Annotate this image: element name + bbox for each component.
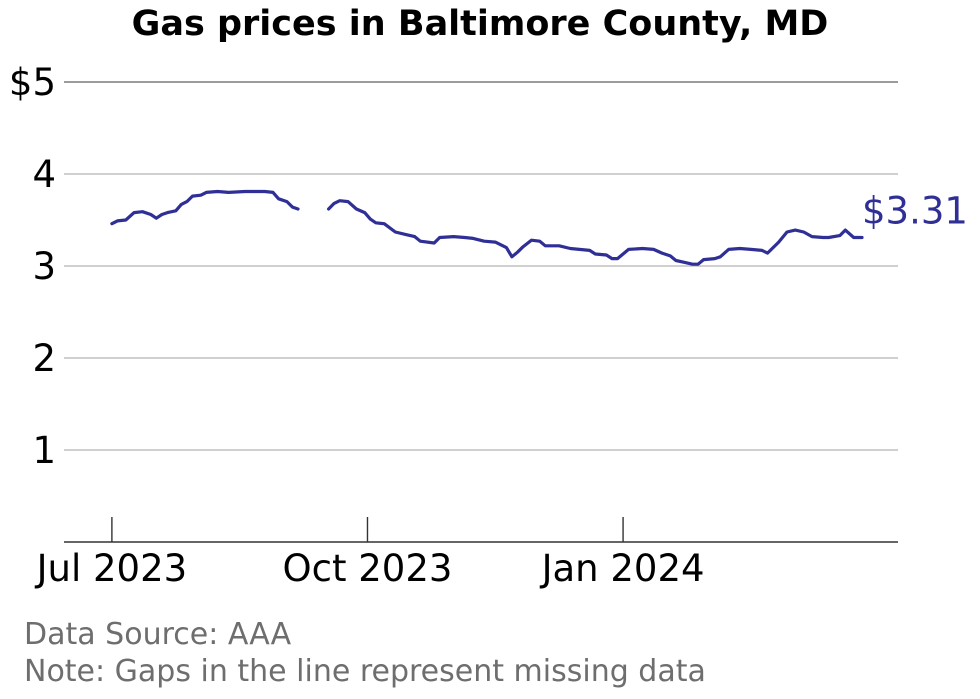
x-axis: Jul 2023 Oct 2023 Jan 2024 <box>35 517 898 590</box>
gaps-note: Note: Gaps in the line represent missing… <box>24 654 706 689</box>
data-source-note: Data Source: AAA <box>24 617 292 652</box>
series-line-segment <box>327 199 864 266</box>
y-tick-label: 2 <box>32 337 56 380</box>
series-line-segment <box>110 189 300 226</box>
price-series <box>110 189 864 266</box>
end-value-label: $3.31 <box>862 189 968 232</box>
x-tick-label: Jul 2023 <box>35 547 188 590</box>
chart-title: Gas prices in Baltimore County, MD <box>131 4 829 44</box>
y-tick-label: $5 <box>9 61 56 104</box>
x-tick-label: Jan 2024 <box>540 547 705 590</box>
gridlines <box>64 81 898 451</box>
end-value-label-group: $3.31 <box>862 189 968 232</box>
y-axis-tick-labels: $5 4 3 2 1 <box>9 61 56 472</box>
y-tick-label: 1 <box>32 429 56 472</box>
x-tick-label: Oct 2023 <box>283 547 453 590</box>
y-tick-label: 3 <box>32 245 56 288</box>
y-tick-label: 4 <box>32 153 56 196</box>
